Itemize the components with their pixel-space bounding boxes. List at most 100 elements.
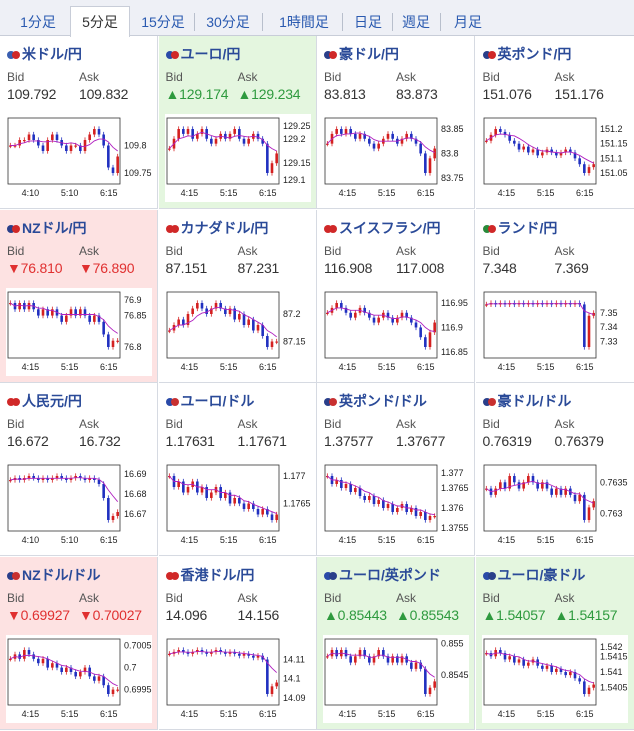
candle-body — [111, 689, 115, 694]
x-tick-label: 6:15 — [259, 362, 277, 372]
pair-link[interactable]: 豪ドル/円 — [324, 44, 399, 64]
candle-body — [498, 129, 502, 132]
y-tick-label: 16.68 — [124, 489, 147, 499]
candle-body — [419, 143, 422, 154]
bid-label: Bid — [324, 590, 342, 605]
candle-body — [354, 312, 357, 318]
candle-body — [400, 655, 404, 663]
candle-body — [93, 315, 96, 322]
pair-link[interactable]: NZドル/円 — [7, 218, 87, 238]
candle-body — [111, 340, 115, 347]
x-tick-label: 4:10 — [22, 188, 40, 198]
candle-body — [41, 658, 45, 663]
ask-value: 16.732 — [79, 433, 121, 449]
candle-body — [102, 321, 105, 334]
mini-candlestick-chart[interactable]: 1.377 1.3765 1.376 1.3755 4:15 5:15 6:15 — [323, 461, 469, 549]
bid-label: Bid — [482, 590, 500, 605]
x-tick-label: 6:15 — [417, 188, 435, 198]
candle-body — [344, 649, 348, 656]
mini-candlestick-chart[interactable]: 0.7635 0.763 4:15 5:15 6:15 — [481, 461, 628, 549]
tab-4[interactable]: 30分足 — [206, 14, 250, 30]
tab-2[interactable]: 5分足 — [70, 6, 130, 37]
pair-link[interactable]: ランド/円 — [482, 218, 557, 238]
ask-price: 14.156 — [237, 606, 280, 623]
pair-link[interactable]: ユーロ/英ポンド — [324, 565, 441, 585]
pair-link[interactable]: NZドル/ドル — [7, 565, 101, 585]
candle-body — [256, 655, 259, 658]
candle-body — [60, 667, 63, 672]
mini-candlestick-chart[interactable]: 151.2 151.15 151.1 151.05 4:15 5:15 6:15 — [481, 114, 628, 202]
pair-link[interactable]: 香港ドル/円 — [165, 565, 254, 585]
candle-body — [256, 324, 259, 330]
mini-candlestick-chart[interactable]: 109.8 109.75 4:10 5:10 6:15 — [6, 114, 152, 202]
pair-link[interactable]: 英ポンド/円 — [482, 44, 571, 64]
ask-label: Ask — [396, 243, 417, 258]
candle-body — [386, 655, 390, 663]
y-tick-label: 76.8 — [124, 342, 142, 352]
pair-link[interactable]: ユーロ/ドル — [165, 391, 255, 411]
candle-body — [540, 482, 544, 489]
tab-1[interactable]: 1分足 — [20, 14, 56, 30]
pair-link[interactable]: 英ポンド/ドル — [324, 391, 427, 411]
pair-link[interactable]: カナダドル/円 — [165, 218, 268, 238]
candle-body — [223, 308, 227, 314]
pair-name: ユーロ/ドル — [180, 393, 255, 409]
currency-flag-icon — [165, 224, 180, 234]
candle-body — [228, 133, 231, 139]
currency-flag-icon — [7, 224, 21, 234]
bid-value: 109.792 — [7, 86, 56, 102]
mini-candlestick-chart[interactable]: 116.95 116.9 116.85 4:15 5:15 6:15 — [323, 287, 469, 376]
pair-link[interactable]: スイスフラン/円 — [324, 218, 440, 238]
y-tick-label: 0.763 — [600, 509, 623, 519]
pair-name: 英ポンド/ドル — [339, 393, 427, 409]
ask-label: Ask — [554, 70, 575, 84]
pair-link[interactable]: ユーロ/豪ドル — [482, 565, 585, 585]
mini-candlestick-chart[interactable]: 0.7005 0.7 0.6995 4:15 5:15 6:15 — [6, 634, 152, 723]
x-tick-label: 6:15 — [100, 535, 118, 545]
candle-body — [88, 478, 91, 480]
tab-8[interactable]: 月足 — [454, 14, 482, 30]
pair-link[interactable]: 人民元/円 — [7, 391, 82, 411]
candle-body — [242, 313, 245, 325]
candle-body — [507, 476, 511, 489]
candle-body — [97, 480, 101, 484]
tab-6[interactable]: 日足 — [354, 14, 382, 30]
candle-body — [107, 145, 110, 168]
chart-background — [164, 287, 311, 376]
x-tick-label: 4:15 — [497, 709, 515, 719]
pair-link[interactable]: 米ドル/円 — [7, 44, 82, 64]
tab-3[interactable]: 15分足 — [141, 14, 185, 30]
candle-body — [209, 308, 213, 314]
pair-link[interactable]: ユーロ/円 — [165, 44, 240, 64]
y-tick-label: 83.75 — [441, 173, 464, 183]
x-tick-label: 4:15 — [497, 188, 515, 198]
mini-candlestick-chart[interactable]: 76.9 76.85 76.8 4:15 5:15 6:15 — [6, 287, 152, 376]
candle-body — [186, 487, 189, 493]
currency-flag-icon — [482, 397, 497, 407]
currency-flag-icon — [482, 224, 497, 234]
candle-body — [484, 488, 488, 490]
mini-candlestick-chart[interactable]: 14.11 14.1 14.09 4:15 5:15 6:15 — [164, 634, 311, 723]
candle-body — [354, 655, 357, 663]
mini-candlestick-chart[interactable]: 0.855 0.8545 4:15 5:15 6:15 — [323, 634, 469, 723]
mini-candlestick-chart[interactable]: 7.35 7.34 7.33 4:15 5:15 6:15 — [481, 287, 628, 376]
mini-candlestick-chart[interactable]: 16.69 16.68 16.67 4:10 5:10 6:15 — [6, 461, 152, 549]
tab-7[interactable]: 週足 — [402, 14, 430, 30]
chart-background — [164, 114, 311, 202]
mini-candlestick-chart[interactable]: 83.85 83.8 83.75 4:15 5:15 6:15 — [323, 114, 469, 202]
candle-body — [270, 685, 273, 694]
mini-candlestick-chart[interactable]: 129.25 129.2 129.15 129.1 4:15 5:15 6:15 — [164, 114, 311, 202]
candle-body — [340, 480, 343, 488]
mini-candlestick-chart[interactable]: 87.2 87.15 4:15 5:15 6:15 — [164, 287, 311, 376]
candle-body — [242, 653, 245, 656]
candle-body — [167, 148, 171, 150]
pair-link[interactable]: 豪ドル/ドル — [482, 391, 571, 411]
tab-5[interactable]: 1時間足 — [279, 14, 329, 30]
candle-body — [503, 131, 506, 135]
candle-body — [102, 675, 105, 685]
candle-body — [102, 134, 105, 146]
candle-body — [484, 140, 488, 142]
candle-body — [274, 153, 278, 164]
mini-candlestick-chart[interactable]: 1.177 1.1765 4:15 5:15 6:15 — [164, 461, 311, 549]
